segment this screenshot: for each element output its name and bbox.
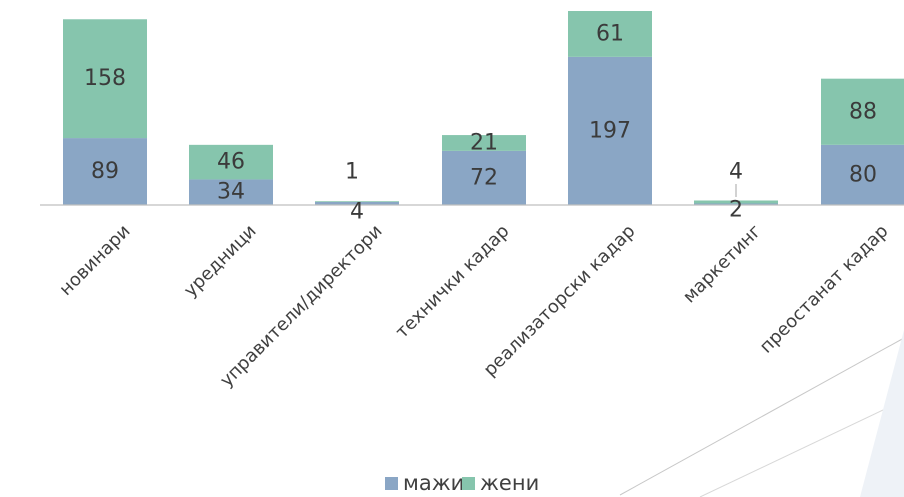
bar-male-4 [568, 56, 652, 205]
data-label-female-0: 158 [84, 66, 126, 91]
data-label-female-1: 46 [217, 150, 245, 175]
bar-male-6 [821, 144, 904, 205]
bar-male-0 [63, 138, 147, 205]
data-label-female-2: 1 [345, 160, 359, 185]
x-tick-label-0: новинари [55, 221, 134, 300]
data-label-female-6: 88 [849, 99, 877, 124]
bar-female-3 [442, 135, 526, 151]
data-label-female-4: 61 [596, 21, 624, 46]
data-label-male-3: 72 [470, 165, 498, 190]
data-label-male-6: 80 [849, 162, 877, 187]
data-label-male-1: 34 [217, 180, 245, 205]
data-label-male-2: 4 [350, 200, 364, 225]
x-tick-label-1: уредници [180, 221, 261, 302]
legend-swatch-male [385, 477, 398, 490]
bar-female-2 [315, 201, 399, 202]
bar-female-0 [63, 19, 147, 139]
decorative-background [619, 330, 904, 497]
bars-layer [63, 11, 904, 205]
bar-female-4 [568, 11, 652, 57]
bar-male-2 [315, 201, 399, 205]
x-tick-label-5: маркетинг [679, 221, 766, 308]
decorative-line-1 [619, 337, 904, 496]
legend-swatch-female [462, 477, 475, 490]
data-labels-layer: 89 158 34 46 4 1 72 21 197 61 2 4 80 88 [84, 21, 877, 224]
data-label-female-5: 4 [729, 160, 743, 185]
legend: мажи жени [385, 471, 539, 495]
bar-male-3 [442, 150, 526, 205]
bar-female-6 [821, 78, 904, 145]
data-label-male-5: 2 [729, 198, 743, 223]
data-label-male-4: 197 [589, 118, 631, 143]
legend-label-male: мажи [403, 471, 464, 495]
decorative-shape [860, 330, 904, 497]
bar-male-5 [694, 203, 778, 205]
x-tick-label-6: преостанат кадар [756, 221, 893, 358]
legend-label-female: жени [480, 471, 539, 495]
bar-female-1 [189, 144, 273, 180]
data-label-female-3: 21 [470, 130, 498, 155]
data-label-male-0: 89 [91, 159, 119, 184]
decorative-line-2 [699, 399, 904, 497]
bar-female-5 [694, 200, 778, 204]
bar-male-1 [189, 179, 273, 205]
x-tick-label-3: технички кадар [392, 221, 514, 343]
